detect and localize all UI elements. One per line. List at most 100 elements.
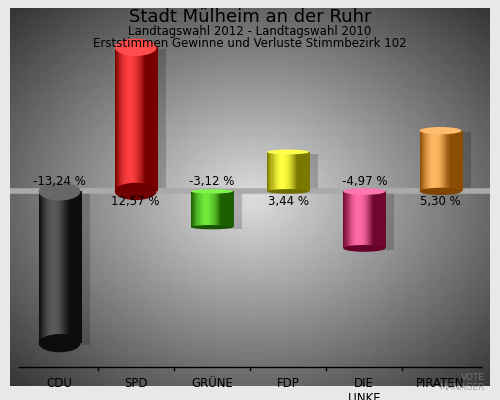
Bar [140, 47, 141, 192]
Bar [228, 192, 230, 227]
Bar [58, 192, 59, 343]
Bar [457, 131, 458, 192]
Ellipse shape [344, 188, 385, 195]
Ellipse shape [38, 334, 80, 352]
Text: Stadt Mülheim an der Ruhr: Stadt Mülheim an der Ruhr [129, 8, 371, 26]
Bar [74, 192, 75, 343]
Bar [142, 47, 143, 192]
Bar [290, 152, 291, 192]
Bar [134, 47, 136, 192]
Bar [124, 47, 126, 192]
Bar [281, 152, 282, 192]
Text: Landtagswahl 2012 - Landtagswahl 2010: Landtagswahl 2012 - Landtagswahl 2010 [128, 25, 372, 38]
Bar [455, 131, 456, 192]
Bar [128, 47, 129, 192]
Bar [293, 152, 294, 192]
Bar [80, 192, 82, 343]
Bar [209, 192, 210, 227]
Bar [135, 47, 136, 192]
Bar [230, 192, 231, 227]
Bar [278, 152, 279, 192]
Bar [124, 49, 166, 193]
Bar [374, 192, 376, 248]
Bar [426, 131, 427, 192]
Bar [207, 192, 208, 227]
Text: Erststimmen Gewinne und Verluste Stimmbezirk 102: Erststimmen Gewinne und Verluste Stimmbe… [93, 37, 407, 50]
Bar [59, 192, 60, 343]
Bar [366, 192, 367, 248]
Bar [212, 192, 214, 227]
Bar [282, 152, 284, 192]
Bar [450, 131, 452, 192]
Text: -3,12 %: -3,12 % [189, 175, 234, 188]
Bar [296, 152, 298, 192]
Bar [370, 192, 372, 248]
Bar [200, 192, 202, 227]
Bar [78, 192, 80, 343]
Bar [440, 131, 441, 192]
Bar [344, 192, 346, 248]
Bar [429, 131, 430, 192]
Bar [50, 192, 51, 343]
Text: GRÜNE: GRÜNE [191, 377, 233, 390]
Bar [70, 192, 71, 343]
Bar [126, 47, 128, 192]
Bar [60, 192, 62, 343]
Bar [62, 192, 64, 343]
Bar [196, 192, 198, 227]
Bar [422, 131, 424, 192]
Bar [420, 131, 422, 192]
Bar [379, 192, 380, 248]
Bar [288, 152, 290, 192]
Bar [300, 152, 302, 192]
Text: VOTE
MANAGER: VOTE MANAGER [440, 373, 485, 392]
Bar [76, 192, 78, 343]
Text: 3,44 %: 3,44 % [268, 195, 308, 208]
Bar [439, 131, 440, 192]
Text: 5,30 %: 5,30 % [420, 195, 461, 208]
Bar [222, 192, 224, 227]
Bar [272, 152, 274, 192]
Bar [232, 192, 233, 227]
Bar [295, 152, 296, 192]
Bar [156, 47, 158, 192]
Bar [304, 152, 306, 192]
Bar [276, 154, 318, 193]
Bar [376, 192, 378, 248]
Bar [132, 47, 133, 192]
Bar [427, 131, 428, 192]
Bar [364, 192, 365, 248]
Bar [42, 192, 43, 343]
Bar [434, 131, 436, 192]
Bar [452, 131, 453, 192]
Bar [152, 47, 154, 192]
Bar [194, 192, 196, 227]
Bar [382, 192, 383, 248]
Bar [156, 47, 157, 192]
Bar [348, 192, 350, 248]
Bar [117, 47, 118, 192]
Bar [40, 192, 42, 343]
Bar [369, 192, 370, 248]
Bar [378, 192, 379, 248]
Bar [116, 47, 117, 192]
Bar [365, 192, 366, 248]
Bar [428, 131, 430, 192]
Bar [48, 193, 90, 345]
Bar [355, 192, 356, 248]
Bar [356, 192, 358, 248]
Bar [436, 131, 438, 192]
Bar [441, 131, 442, 192]
Bar [219, 192, 220, 227]
Bar [150, 47, 152, 192]
Bar [288, 152, 289, 192]
Bar [68, 192, 70, 343]
Bar [446, 131, 448, 192]
Bar [121, 47, 122, 192]
Bar [385, 192, 386, 248]
Bar [450, 131, 451, 192]
Bar [358, 192, 360, 248]
Bar [384, 192, 386, 248]
Bar [40, 192, 41, 343]
Bar [43, 192, 44, 343]
